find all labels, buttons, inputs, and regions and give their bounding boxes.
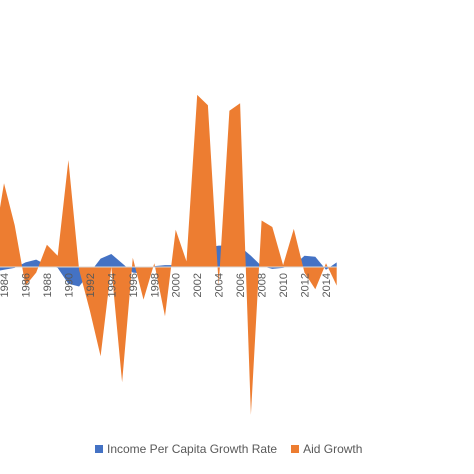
x-tick-label: 1988 [42, 273, 54, 297]
series-area-aid [0, 94, 337, 415]
x-tick-label: 2006 [235, 273, 247, 297]
x-tick-label: 1986 [20, 273, 32, 297]
x-tick-label: 1994 [106, 273, 118, 297]
x-tick-label: 1984 [0, 273, 11, 297]
legend-label-aid: Aid Growth [303, 442, 363, 456]
legend-swatch-aid [291, 445, 300, 453]
x-tick-label: 2010 [278, 273, 290, 297]
x-tick-label: 2000 [171, 273, 183, 297]
x-tick-label: 1996 [128, 273, 140, 297]
x-tick-label: 2002 [192, 273, 204, 297]
legend-label-income: Income Per Capita Growth Rate [107, 442, 278, 456]
x-tick-label: 2004 [214, 273, 226, 297]
legend: Income Per Capita Growth Rate Aid Growth [95, 441, 376, 457]
x-tick-label: 1998 [149, 273, 161, 297]
series-layer [0, 94, 337, 415]
x-tick-label: 2008 [257, 273, 269, 297]
x-tick-label: 2014 [321, 273, 333, 297]
legend-swatch-income [95, 445, 103, 453]
x-tick-label: 1992 [85, 273, 97, 297]
legend-item-aid: Aid Growth [291, 442, 362, 456]
x-tick-label: 1990 [63, 273, 75, 297]
x-tick-label: 2012 [300, 273, 312, 297]
x-tick-labels: 1984 1986 1988 1990 1992 1994 1996 1998 2000 2002… [0, 273, 333, 297]
legend-item-income: Income Per Capita Growth Rate [95, 442, 277, 456]
